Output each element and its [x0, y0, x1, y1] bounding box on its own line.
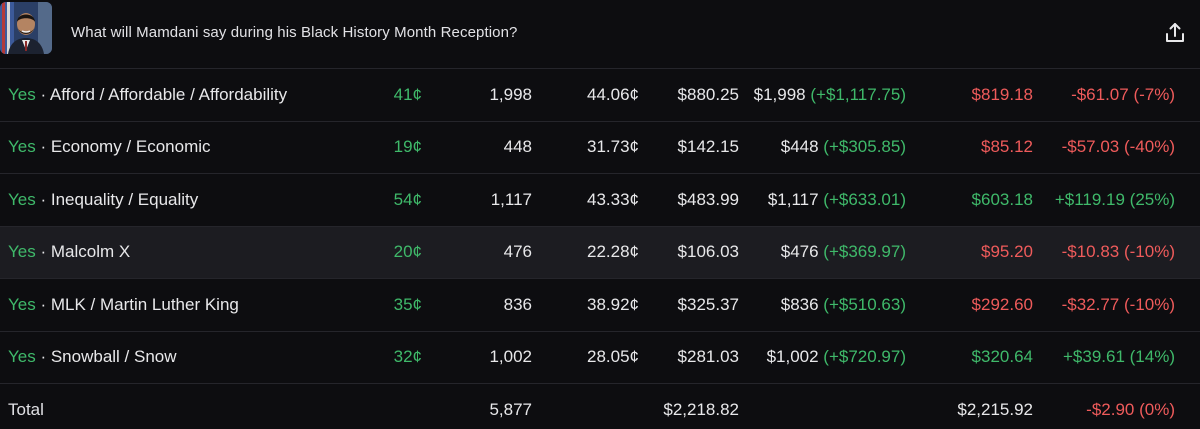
- current-price: 54¢: [393, 189, 422, 209]
- payout-gain: (+$510.63): [823, 294, 906, 314]
- pnl: -$61.07 (-7%): [1071, 84, 1175, 104]
- avg-price: 44.06¢: [587, 84, 639, 104]
- shares: 1,998: [489, 84, 532, 104]
- positions-table: Yes · Afford / Affordable / Affordabilit…: [0, 68, 1200, 383]
- payout-amount: $836: [780, 294, 819, 314]
- payout-gain: (+$369.97): [823, 242, 906, 262]
- current-value: $320.64: [971, 347, 1033, 367]
- current-price: 41¢: [393, 84, 422, 104]
- payout: $476 (+$369.97): [781, 242, 906, 262]
- payout-amount: $1,117: [767, 189, 819, 209]
- current-value: $95.20: [981, 242, 1033, 262]
- payout: $836 (+$510.63): [781, 295, 906, 315]
- cost: $325.37: [677, 294, 739, 314]
- payout-amount: $1,002: [766, 347, 819, 367]
- pnl: +$39.61 (14%): [1063, 347, 1175, 367]
- market-header: What will Mamdani say during his Black H…: [0, 0, 1200, 68]
- cost: $281.03: [677, 347, 739, 367]
- payout-amount: $476: [780, 242, 819, 262]
- separator: ·: [35, 294, 51, 314]
- outcome-name[interactable]: Yes · Inequality / Equality: [8, 190, 198, 210]
- pnl: -$10.83 (-10%): [1061, 242, 1175, 262]
- current-price: 19¢: [393, 137, 422, 157]
- avg-price: 28.05¢: [587, 347, 639, 367]
- outcome-name[interactable]: Yes · Snowball / Snow: [8, 347, 177, 367]
- current-price: 32¢: [393, 347, 422, 367]
- separator: ·: [35, 242, 51, 262]
- current-price: 20¢: [393, 242, 422, 262]
- shares: 448: [503, 137, 532, 157]
- outcome-side: Yes: [8, 294, 36, 314]
- separator: ·: [35, 137, 51, 157]
- current-value: $603.18: [971, 189, 1033, 209]
- outcome-label: Malcolm X: [50, 242, 131, 262]
- outcome-side: Yes: [8, 137, 36, 157]
- outcome-name[interactable]: Yes · MLK / Martin Luther King: [8, 295, 239, 315]
- outcome-side: Yes: [8, 189, 36, 209]
- avg-price: 22.28¢: [587, 242, 639, 262]
- share-icon: [1166, 23, 1184, 42]
- payout-gain: (+$1,117.75): [810, 84, 906, 104]
- outcome-side: Yes: [8, 242, 36, 262]
- payout: $448 (+$305.85): [781, 137, 906, 157]
- total-value: $2,215.92: [957, 399, 1033, 419]
- pnl: -$32.77 (-10%): [1061, 294, 1175, 314]
- payout-amount: $1,998: [753, 84, 806, 104]
- outcome-label: Afford / Affordable / Affordability: [49, 84, 288, 104]
- payout: $1,117 (+$633.01): [768, 190, 906, 210]
- total-cost: $2,218.82: [663, 399, 739, 419]
- market-title: What will Mamdani say during his Black H…: [71, 24, 518, 41]
- table-row[interactable]: Yes · Malcolm X 20¢ 476 22.28¢ $106.03 $476 (…: [0, 225, 1200, 278]
- current-value: $292.60: [971, 294, 1033, 314]
- cost: $106.03: [677, 242, 739, 262]
- avg-price: 31.73¢: [587, 137, 639, 157]
- payout-gain: (+$633.01): [823, 189, 906, 209]
- cost: $483.99: [677, 189, 739, 209]
- cost: $142.15: [677, 137, 739, 157]
- outcome-name[interactable]: Yes · Economy / Economic: [8, 137, 211, 157]
- avg-price: 38.92¢: [587, 294, 639, 314]
- share-button[interactable]: [1162, 20, 1188, 46]
- current-price: 35¢: [393, 294, 422, 314]
- separator: ·: [35, 189, 51, 209]
- separator: ·: [35, 84, 50, 104]
- cost: $880.25: [677, 84, 739, 104]
- shares: 476: [503, 242, 532, 262]
- outcome-side: Yes: [8, 84, 36, 104]
- payout-gain: (+$720.97): [823, 347, 906, 367]
- shares: 1,117: [490, 189, 532, 209]
- shares: 1,002: [489, 347, 532, 367]
- total-pnl: -$2.90 (0%): [1086, 399, 1175, 419]
- market-avatar: [0, 2, 52, 54]
- outcome-side: Yes: [8, 347, 36, 367]
- payout: $1,002 (+$720.97): [767, 347, 906, 367]
- total-label: Total: [8, 399, 44, 419]
- outcome-name[interactable]: Yes · Malcolm X: [8, 242, 130, 262]
- outcome-label: Snowball / Snow: [50, 347, 177, 367]
- outcome-label: MLK / Martin Luther King: [50, 294, 239, 314]
- table-row[interactable]: Yes · MLK / Martin Luther King 35¢ 836 38.9…: [0, 278, 1200, 331]
- payout-amount: $448: [780, 137, 819, 157]
- shares: 836: [503, 294, 532, 314]
- table-row[interactable]: Yes · Afford / Affordable / Affordabilit…: [0, 68, 1200, 121]
- outcome-name[interactable]: Yes · Afford / Affordable / Affordabilit…: [8, 85, 287, 105]
- pnl: -$57.03 (-40%): [1061, 137, 1175, 157]
- pnl: +$119.19 (25%): [1054, 189, 1175, 209]
- table-row[interactable]: Yes · Snowball / Snow 32¢ 1,002 28.05¢ $281.…: [0, 330, 1200, 384]
- current-value: $85.12: [981, 137, 1033, 157]
- total-row: Total 5,877 $2,218.82 $2,215.92 -$2.90 (…: [0, 383, 1200, 429]
- payout-gain: (+$305.85): [823, 137, 906, 157]
- separator: ·: [35, 347, 51, 367]
- table-row[interactable]: Yes · Economy / Economic 19¢ 448 31.73¢ $142…: [0, 120, 1200, 174]
- table-row[interactable]: Yes · Inequality / Equality 54¢ 1,117 43.33…: [0, 173, 1200, 226]
- outcome-label: Inequality / Equality: [50, 189, 199, 209]
- outcome-label: Economy / Economic: [50, 137, 211, 157]
- current-value: $819.18: [971, 84, 1033, 104]
- payout: $1,998 (+$1,117.75): [754, 85, 906, 105]
- avg-price: 43.33¢: [587, 189, 639, 209]
- total-shares: 5,877: [489, 399, 532, 419]
